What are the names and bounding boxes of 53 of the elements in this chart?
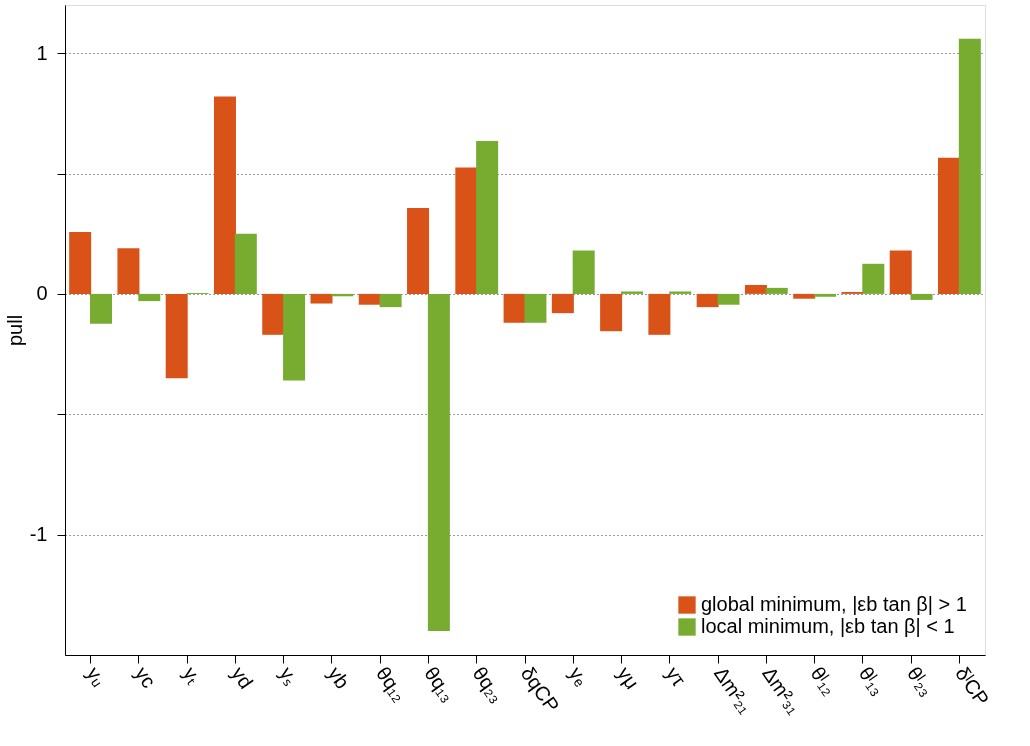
bar bbox=[358, 293, 381, 305]
bar bbox=[310, 293, 333, 304]
bar bbox=[600, 293, 623, 332]
x-tick-label: yμ bbox=[613, 662, 644, 693]
bar bbox=[889, 250, 912, 294]
bar bbox=[427, 293, 450, 631]
bar bbox=[234, 233, 257, 294]
bar bbox=[379, 293, 402, 308]
legend-label: local minimum, |εb tan β| < 1 bbox=[701, 615, 955, 637]
bar bbox=[744, 284, 767, 294]
bar bbox=[117, 248, 140, 294]
y-tick-label: -1 bbox=[29, 523, 48, 546]
y-axis-title: pull bbox=[3, 314, 26, 347]
bar bbox=[283, 293, 306, 381]
bar bbox=[958, 38, 981, 294]
bar bbox=[572, 250, 595, 294]
bar bbox=[862, 263, 885, 294]
x-tick-label: yc bbox=[130, 662, 161, 692]
bar bbox=[455, 167, 478, 294]
bar bbox=[165, 293, 188, 379]
x-tick-label: θˡ₁₃ bbox=[854, 662, 890, 700]
bar bbox=[69, 232, 92, 294]
bar bbox=[938, 157, 960, 294]
bar bbox=[669, 291, 692, 294]
legend-label: global minimum, |εb tan β| > 1 bbox=[701, 593, 967, 615]
bar bbox=[717, 293, 740, 305]
bar bbox=[793, 293, 816, 299]
x-tick-label: θˡ₁₂ bbox=[806, 662, 841, 699]
y-tick-label: 0 bbox=[36, 282, 48, 305]
bar bbox=[648, 293, 671, 335]
x-tick-label: yb bbox=[323, 662, 354, 693]
bar bbox=[213, 96, 236, 294]
bar bbox=[551, 293, 574, 314]
bar bbox=[503, 293, 526, 323]
x-tick-label: yₑ bbox=[565, 662, 594, 690]
bar bbox=[814, 293, 837, 297]
x-tick-label: yτ bbox=[661, 662, 690, 690]
bar bbox=[407, 207, 430, 294]
x-tick-label: yₜ bbox=[178, 662, 206, 688]
x-tick-label: yd bbox=[227, 662, 258, 693]
bar bbox=[90, 293, 112, 324]
x-tick-label: yᵤ bbox=[82, 662, 111, 690]
bar bbox=[476, 141, 499, 294]
bar bbox=[138, 293, 161, 302]
bar bbox=[620, 291, 643, 294]
bar bbox=[910, 293, 933, 300]
y-tick-label: 1 bbox=[36, 41, 48, 64]
x-tick-label: yₛ bbox=[275, 662, 303, 689]
x-tick-label: θˡ₂₃ bbox=[902, 662, 939, 700]
bar bbox=[696, 293, 719, 308]
bar bbox=[262, 293, 285, 335]
bar bbox=[524, 293, 547, 323]
bar bbox=[765, 287, 788, 294]
